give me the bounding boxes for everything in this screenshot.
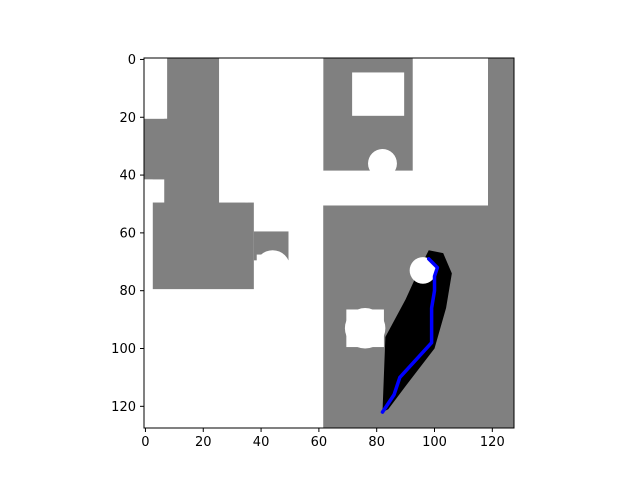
x-tick-label: 120 [480, 435, 505, 450]
y-tick-label: 60 [119, 226, 136, 241]
free-circle [344, 308, 386, 349]
axes-frame [143, 57, 515, 429]
y-tick-label: 40 [119, 169, 136, 184]
occupied-cell-block [487, 58, 514, 428]
free-cell-block [144, 179, 153, 428]
free-cell-block [144, 289, 315, 428]
y-tick-label: 100 [111, 342, 136, 357]
free-cell-block [352, 72, 405, 116]
free-circle [255, 250, 290, 285]
free-cell-block [245, 58, 289, 203]
explored-hole [409, 257, 437, 284]
y-tick-label: 20 [119, 111, 136, 126]
path-line [380, 257, 440, 414]
x-tick-label: 40 [253, 435, 270, 450]
x-tick-label: 20 [195, 435, 212, 450]
free-cell-block [219, 58, 249, 203]
y-tick-label: 120 [111, 400, 136, 415]
free-cell-block [288, 58, 324, 428]
free-layer [144, 58, 488, 428]
y-axis-ticks: 0 20 40 60 80 100 120 [111, 53, 144, 415]
x-tick-label: 60 [311, 435, 328, 450]
y-tick-label: 80 [119, 284, 136, 299]
path-layer [380, 257, 440, 414]
occupied-cell-block [144, 118, 168, 180]
x-tick-label: 0 [141, 435, 149, 450]
free-cell-block [412, 58, 488, 171]
plot-area [144, 58, 514, 428]
x-axis-ticks: 0 20 40 60 80 100 120 [141, 428, 505, 450]
occupied-cell-block [164, 58, 220, 212]
free-circle [368, 149, 397, 178]
free-cell-block [144, 58, 168, 119]
y-tick-label: 0 [128, 53, 136, 68]
x-tick-label: 100 [422, 435, 447, 450]
x-tick-label: 80 [368, 435, 385, 450]
free-cell-block [323, 170, 488, 206]
occupied-cell-block [152, 202, 254, 290]
